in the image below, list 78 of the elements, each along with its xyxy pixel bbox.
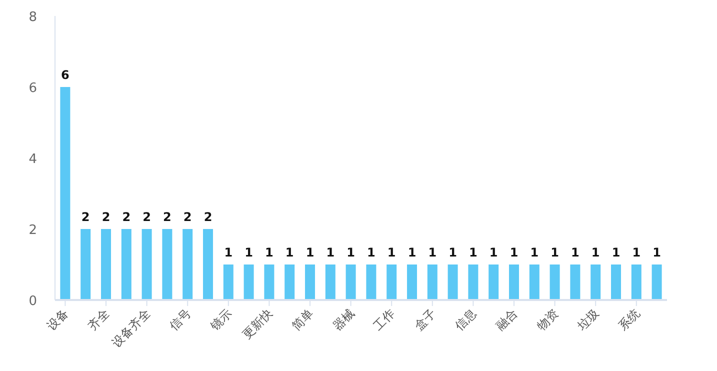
bar — [244, 264, 254, 300]
data-label: 1 — [285, 246, 294, 260]
x-tick-label: 盒子 — [412, 306, 439, 334]
x-tick-label: 信号 — [166, 306, 194, 334]
bar — [305, 264, 315, 300]
data-label: 2 — [122, 210, 131, 224]
bar — [590, 264, 601, 300]
bar — [60, 87, 70, 300]
x-tick-label: 信息 — [452, 306, 480, 334]
bar — [529, 264, 540, 300]
data-label: 2 — [102, 210, 110, 224]
bar — [142, 229, 152, 300]
y-tick-label: 2 — [28, 223, 37, 238]
data-label: 1 — [387, 246, 396, 260]
bar — [468, 264, 478, 300]
data-label: 1 — [550, 246, 559, 260]
data-label: 2 — [142, 210, 151, 224]
data-label: 1 — [306, 246, 314, 260]
data-label: 1 — [652, 246, 661, 260]
bar — [550, 264, 560, 300]
bar — [182, 229, 193, 300]
bar — [325, 264, 336, 300]
data-label: 2 — [183, 210, 192, 224]
bar — [570, 264, 580, 300]
data-label: 2 — [163, 210, 172, 224]
data-label: 1 — [571, 246, 580, 260]
data-label: 1 — [489, 246, 498, 260]
data-label: 2 — [204, 210, 212, 224]
data-label: 1 — [265, 246, 274, 260]
data-label: 1 — [591, 246, 600, 260]
bar — [223, 264, 234, 300]
bar — [366, 264, 376, 300]
bar — [509, 264, 519, 300]
x-tick-label: 器械 — [330, 306, 357, 334]
data-label: 1 — [448, 246, 457, 260]
bar — [427, 264, 438, 300]
data-label: 1 — [510, 246, 518, 260]
bar — [611, 264, 621, 300]
data-label: 1 — [244, 246, 253, 260]
y-tick-label: 4 — [28, 152, 37, 167]
x-tick-label: 更新快 — [240, 306, 276, 342]
data-label: 1 — [346, 246, 355, 260]
bar — [652, 264, 662, 300]
x-tick-label: 融合 — [493, 306, 520, 334]
y-tick-label: 6 — [28, 81, 37, 96]
data-label: 1 — [530, 246, 539, 260]
bar — [488, 264, 499, 300]
data-label: 1 — [469, 246, 478, 260]
data-label: 1 — [632, 246, 641, 260]
data-label: 1 — [428, 246, 437, 260]
data-label: 1 — [612, 246, 620, 260]
bar — [386, 264, 397, 300]
data-label: 1 — [367, 246, 376, 260]
data-label: 1 — [224, 246, 233, 260]
data-label: 6 — [61, 68, 70, 82]
bar — [346, 264, 356, 300]
bar — [101, 229, 111, 300]
y-tick-label: 0 — [28, 294, 37, 309]
bar — [407, 264, 417, 300]
data-label: 1 — [326, 246, 335, 260]
data-label: 1 — [408, 246, 416, 260]
data-label: 2 — [81, 210, 90, 224]
bar — [448, 264, 458, 300]
bar — [121, 229, 132, 300]
bar — [80, 229, 91, 300]
bar — [264, 264, 274, 300]
x-tick-label: 物资 — [534, 306, 561, 334]
x-tick-label: 垃圾 — [574, 306, 602, 334]
x-tick-label: 工作 — [370, 306, 398, 334]
bar — [631, 264, 642, 300]
bar — [284, 264, 295, 300]
x-tick-label: 镜示 — [206, 306, 235, 334]
bar — [162, 229, 172, 300]
bar — [203, 229, 213, 300]
x-tick-label: 设备 — [44, 306, 72, 334]
x-tick-label: 简单 — [289, 306, 316, 334]
x-tick-label: 系统 — [616, 306, 643, 334]
y-tick-label: 8 — [28, 10, 37, 25]
